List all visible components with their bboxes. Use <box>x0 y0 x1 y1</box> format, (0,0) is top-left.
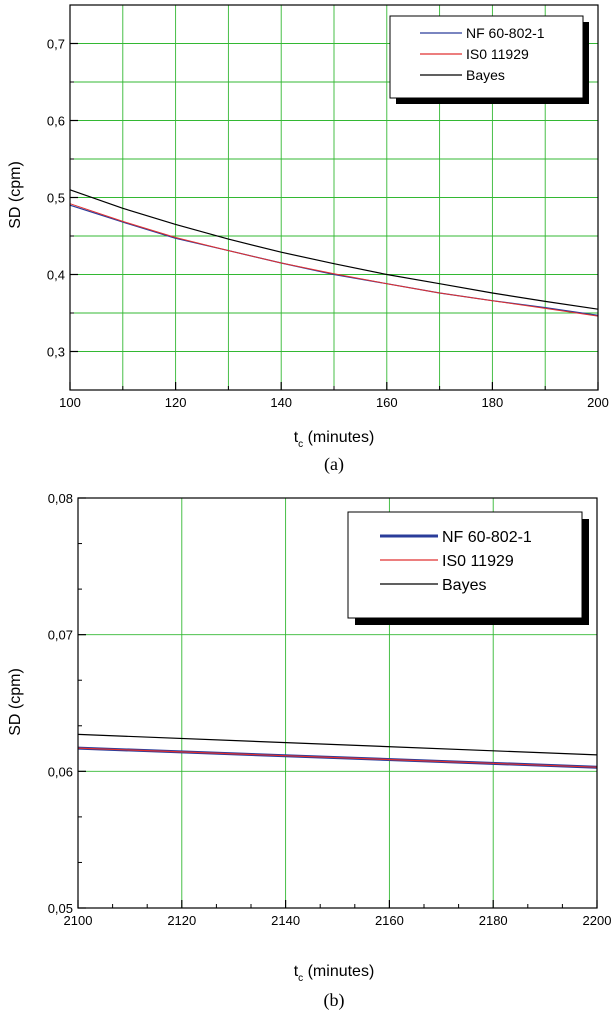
chart-a-xtick-label-0: 100 <box>59 395 81 410</box>
chart-b-xlabel-rest: (minutes) <box>303 963 374 980</box>
chart-a-legend-box <box>389 15 584 99</box>
chart-b-legend-label-iso: IS0 11929 <box>442 553 514 570</box>
chart-b-xtick-label-3: 2160 <box>375 913 404 928</box>
chart-b-series-is0-11929 <box>77 747 598 768</box>
chart-b-xlabel-t: t <box>294 963 299 980</box>
chart-a-legend: NF 60-802-1 IS0 11929 Bayes <box>389 15 589 104</box>
chart-b-legend: NF 60-802-1 IS0 11929 Bayes <box>347 511 589 625</box>
chart-b-xlabel-subscript: c <box>298 973 303 984</box>
chart-b-xtick-label-2: 2140 <box>271 913 300 928</box>
chart-b-ylabel: SD (cpm) <box>7 668 24 736</box>
chart-a-ticks: 100 120 140 160 180 200 0,3 0,4 0,5 0,6 0,7 <box>47 37 609 411</box>
chart-b-ytick-label-1: 0,06 <box>48 764 73 779</box>
chart-a-legend-label-iso: IS0 11929 <box>466 46 529 62</box>
chart-b-caption: (b) <box>324 990 345 1011</box>
chart-b-xtick-label-5: 2200 <box>583 913 612 928</box>
chart-b-xtick-label-4: 2180 <box>479 913 508 928</box>
chart-a-ytick-label-0: 0,3 <box>47 345 65 360</box>
chart-a-ytick-label-2: 0,5 <box>47 191 65 206</box>
chart-b-ticks: 2100 2120 2140 2160 2180 2200 0,05 0,06 0,07 0,08 <box>48 491 612 928</box>
chart-a-xtick-label-2: 140 <box>270 395 292 410</box>
chart-b-series-bayes <box>77 733 598 756</box>
chart-a-xtick-label-5: 200 <box>587 395 609 410</box>
chart-b-ytick-label-2: 0,07 <box>48 628 73 643</box>
chart-b-xtick-label-0: 2100 <box>64 913 93 928</box>
chart-b-ytick-label-3: 0,08 <box>48 491 73 506</box>
chart-a-xlabel-t: t <box>294 429 299 446</box>
chart-b-xlabel: tc (minutes) <box>294 963 375 984</box>
chart-b-legend-label-nf: NF 60-802-1 <box>442 529 532 546</box>
chart-b-xtick-label-1: 2120 <box>167 913 196 928</box>
chart-a-legend-label-nf: NF 60-802-1 <box>466 25 545 41</box>
chart-a-xlabel-rest: (minutes) <box>303 429 374 446</box>
chart-a-ytick-label-4: 0,7 <box>47 37 65 52</box>
chart-a-xlabel-subscript: c <box>298 439 303 450</box>
chart-b-plot-frame <box>77 497 598 909</box>
chart-b-ytick-label-0: 0,05 <box>48 901 73 916</box>
chart-b-grid <box>78 498 597 908</box>
chart-b-legend-box <box>347 511 583 619</box>
chart-a-series-is0-11929 <box>69 203 599 317</box>
chart-a-ytick-label-3: 0,6 <box>47 114 65 129</box>
chart-a-ylabel: SD (cpm) <box>7 161 24 229</box>
chart-a-legend-label-bayes: Bayes <box>466 67 505 83</box>
chart-b: 2100 2120 2140 2160 2180 2200 0,05 0,06 0,07 0,08… <box>7 491 611 1011</box>
chart-a-series-bayes <box>69 189 599 310</box>
chart-a-series-group <box>69 189 599 317</box>
chart-a-xtick-label-4: 180 <box>482 395 504 410</box>
chart-a: 100 120 140 160 180 200 0,3 0,4 0,5 0,6 0,7 NF 60-… <box>7 4 609 475</box>
chart-a-xlabel: tc (minutes) <box>294 429 375 450</box>
chart-b-series-group <box>77 733 598 769</box>
chart-a-caption: (a) <box>324 454 344 475</box>
chart-a-xtick-label-3: 160 <box>376 395 398 410</box>
chart-a-ytick-label-1: 0,4 <box>47 268 65 283</box>
chart-b-legend-label-bayes: Bayes <box>442 577 486 594</box>
chart-a-xtick-label-1: 120 <box>165 395 187 410</box>
